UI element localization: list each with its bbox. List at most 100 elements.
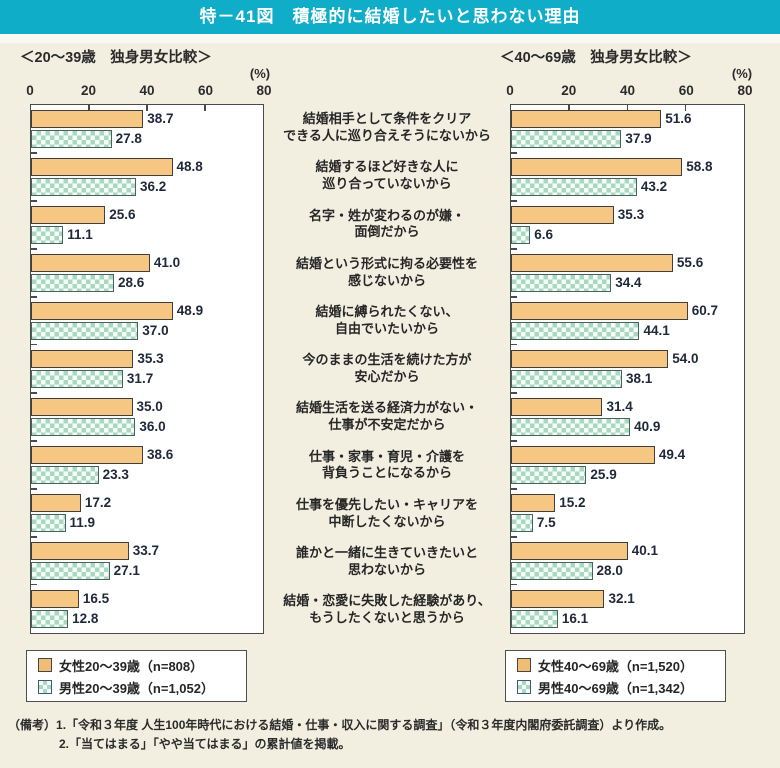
bar-value-label: 35.3: [137, 351, 164, 367]
bar-female: [511, 254, 673, 272]
bar-group: 31.4 40.9: [511, 393, 744, 441]
bar-value-label: 11.1: [67, 227, 93, 243]
notes-block: （備考）1.「令和３年度 人生100年時代における結婚・仕事・収入に関する調査」…: [8, 716, 776, 753]
category-label-line: 結婚するほど好きな人に: [315, 159, 459, 175]
bar-value-label: 37.9: [625, 131, 652, 147]
bar-row: 27.8: [31, 130, 263, 148]
bar-male: [31, 418, 136, 436]
legend-item: 女性20～39歳（n=808）: [38, 656, 235, 675]
bar-male: [511, 514, 533, 532]
bar-male: [31, 466, 99, 484]
bar-male: [31, 130, 112, 148]
bar-female: [511, 350, 669, 368]
bar-group: 25.6 11.1: [31, 201, 263, 249]
bar-value-label: 12.8: [72, 611, 99, 627]
category-separator-tick: [511, 200, 517, 202]
bar-row: 36.0: [31, 418, 263, 436]
bar-group: 58.8 43.2: [511, 153, 744, 201]
bar-value-label: 32.1: [608, 591, 635, 607]
category-label: 結婚に縛られたくない、 自由でいたいから: [264, 297, 510, 345]
bar-female: [31, 254, 150, 272]
legend-item-label: 男性40～69歳（n=1,342）: [538, 680, 693, 696]
axis-tick-label: 80: [256, 83, 272, 98]
category-separator-tick: [31, 440, 37, 442]
category-separator-tick: [511, 296, 517, 298]
bar-row: 49.4: [511, 446, 744, 464]
bar-female: [31, 302, 173, 320]
bar-row: 27.1: [31, 562, 263, 580]
bar-row: 48.8: [31, 158, 263, 176]
bar-row: 40.9: [511, 418, 744, 436]
axis-tick-mark: [626, 105, 628, 111]
bar-male: [31, 514, 66, 532]
axis-tick-mark: [204, 105, 206, 111]
bar-group: 54.0 38.1: [511, 345, 744, 393]
bar-value-label: 36.2: [139, 179, 167, 195]
bar-value-label: 31.7: [126, 371, 154, 387]
category-separator-tick: [31, 200, 37, 202]
bar-row: 35.3: [511, 206, 744, 224]
bar-group: 38.6 23.3: [31, 441, 263, 489]
category-separator-tick: [31, 296, 37, 298]
bar-value-label: 27.1: [113, 563, 140, 579]
bar-male: [511, 178, 637, 196]
bar-group: 48.8 36.2: [31, 153, 263, 201]
bar-value-label: 17.2: [84, 495, 112, 511]
bar-female: [31, 110, 144, 128]
category-label-line: 面倒だから: [354, 224, 420, 240]
legend-left: 女性20～39歳（n=808） 男性20～39歳（n=1,052）: [26, 650, 247, 702]
bar-row: 25.6: [31, 206, 263, 224]
category-separator-tick: [511, 152, 517, 154]
category-separator-tick: [511, 440, 517, 442]
bar-value-label: 40.1: [631, 543, 659, 559]
category-separator-tick: [31, 488, 37, 490]
bar-value-label: 41.0: [153, 255, 181, 271]
bar-row: 31.7: [31, 370, 263, 388]
bar-group: 49.4 25.9: [511, 441, 744, 489]
legend-item: 女性40～69歳（n=1,520）: [517, 656, 714, 675]
bar-value-label: 38.1: [625, 371, 653, 387]
category-separator-tick: [511, 343, 517, 346]
category-label-line: 結婚という形式に拘る必要性を: [295, 255, 478, 271]
bar-value-label: 60.7: [691, 303, 719, 319]
category-label-line: 思わないから: [347, 561, 426, 577]
axis-tick-label: 20: [561, 83, 577, 98]
category-separator-tick: [511, 248, 517, 250]
bar-female: [511, 110, 662, 128]
bar-row: 12.8: [31, 610, 263, 628]
bar-value-label: 43.2: [640, 179, 668, 195]
bar-female: [31, 398, 133, 416]
category-label-line: できる人に巡り合えそうにないから: [283, 128, 491, 144]
bar-value-label: 40.9: [634, 419, 661, 435]
bar-value-label: 48.9: [176, 303, 204, 319]
bar-value-label: 54.0: [672, 351, 699, 367]
bar-row: 32.1: [511, 590, 744, 608]
axis-tick-label: 80: [737, 83, 753, 98]
bar-female: [511, 302, 688, 320]
bar-male: [511, 466, 587, 484]
category-label-line: もうしたくないと思うから: [309, 609, 465, 625]
bar-value-label: 27.8: [115, 131, 142, 147]
axis-tick-mark: [568, 105, 570, 111]
bar-male: [31, 562, 110, 580]
bar-value-label: 37.0: [142, 323, 169, 339]
bar-female: [511, 158, 683, 176]
subtitle-age-20-39: ＜20～39歳 独身男女比較＞: [20, 50, 212, 66]
bar-row: 51.6: [511, 110, 744, 128]
category-separator-tick: [31, 343, 37, 346]
bar-group: 35.3 6.6: [511, 201, 744, 249]
bar-male: [511, 418, 631, 436]
category-separator-tick: [31, 583, 37, 586]
bar-female: [511, 398, 603, 416]
x-axis-left: 0 20 40 60 80: [26, 83, 271, 100]
category-label-line: 結婚相手として条件をクリア: [302, 111, 472, 127]
legend-item: 男性40～69歳（n=1,342）: [517, 678, 714, 697]
category-labels-column: 結婚相手として条件をクリア できる人に巡り合えそうにないから 結婚するほど好きな人に…: [264, 104, 510, 634]
bar-group: 48.9 37.0: [31, 297, 263, 345]
note-1-text: 1.「令和３年度 人生100年時代における結婚・仕事・収入に関する調査」（令和３…: [56, 718, 672, 732]
bar-row: 17.2: [31, 494, 263, 512]
bar-row: 54.0: [511, 350, 744, 368]
bar-value-label: 36.0: [139, 419, 166, 435]
bar-row: 15.2: [511, 494, 744, 512]
